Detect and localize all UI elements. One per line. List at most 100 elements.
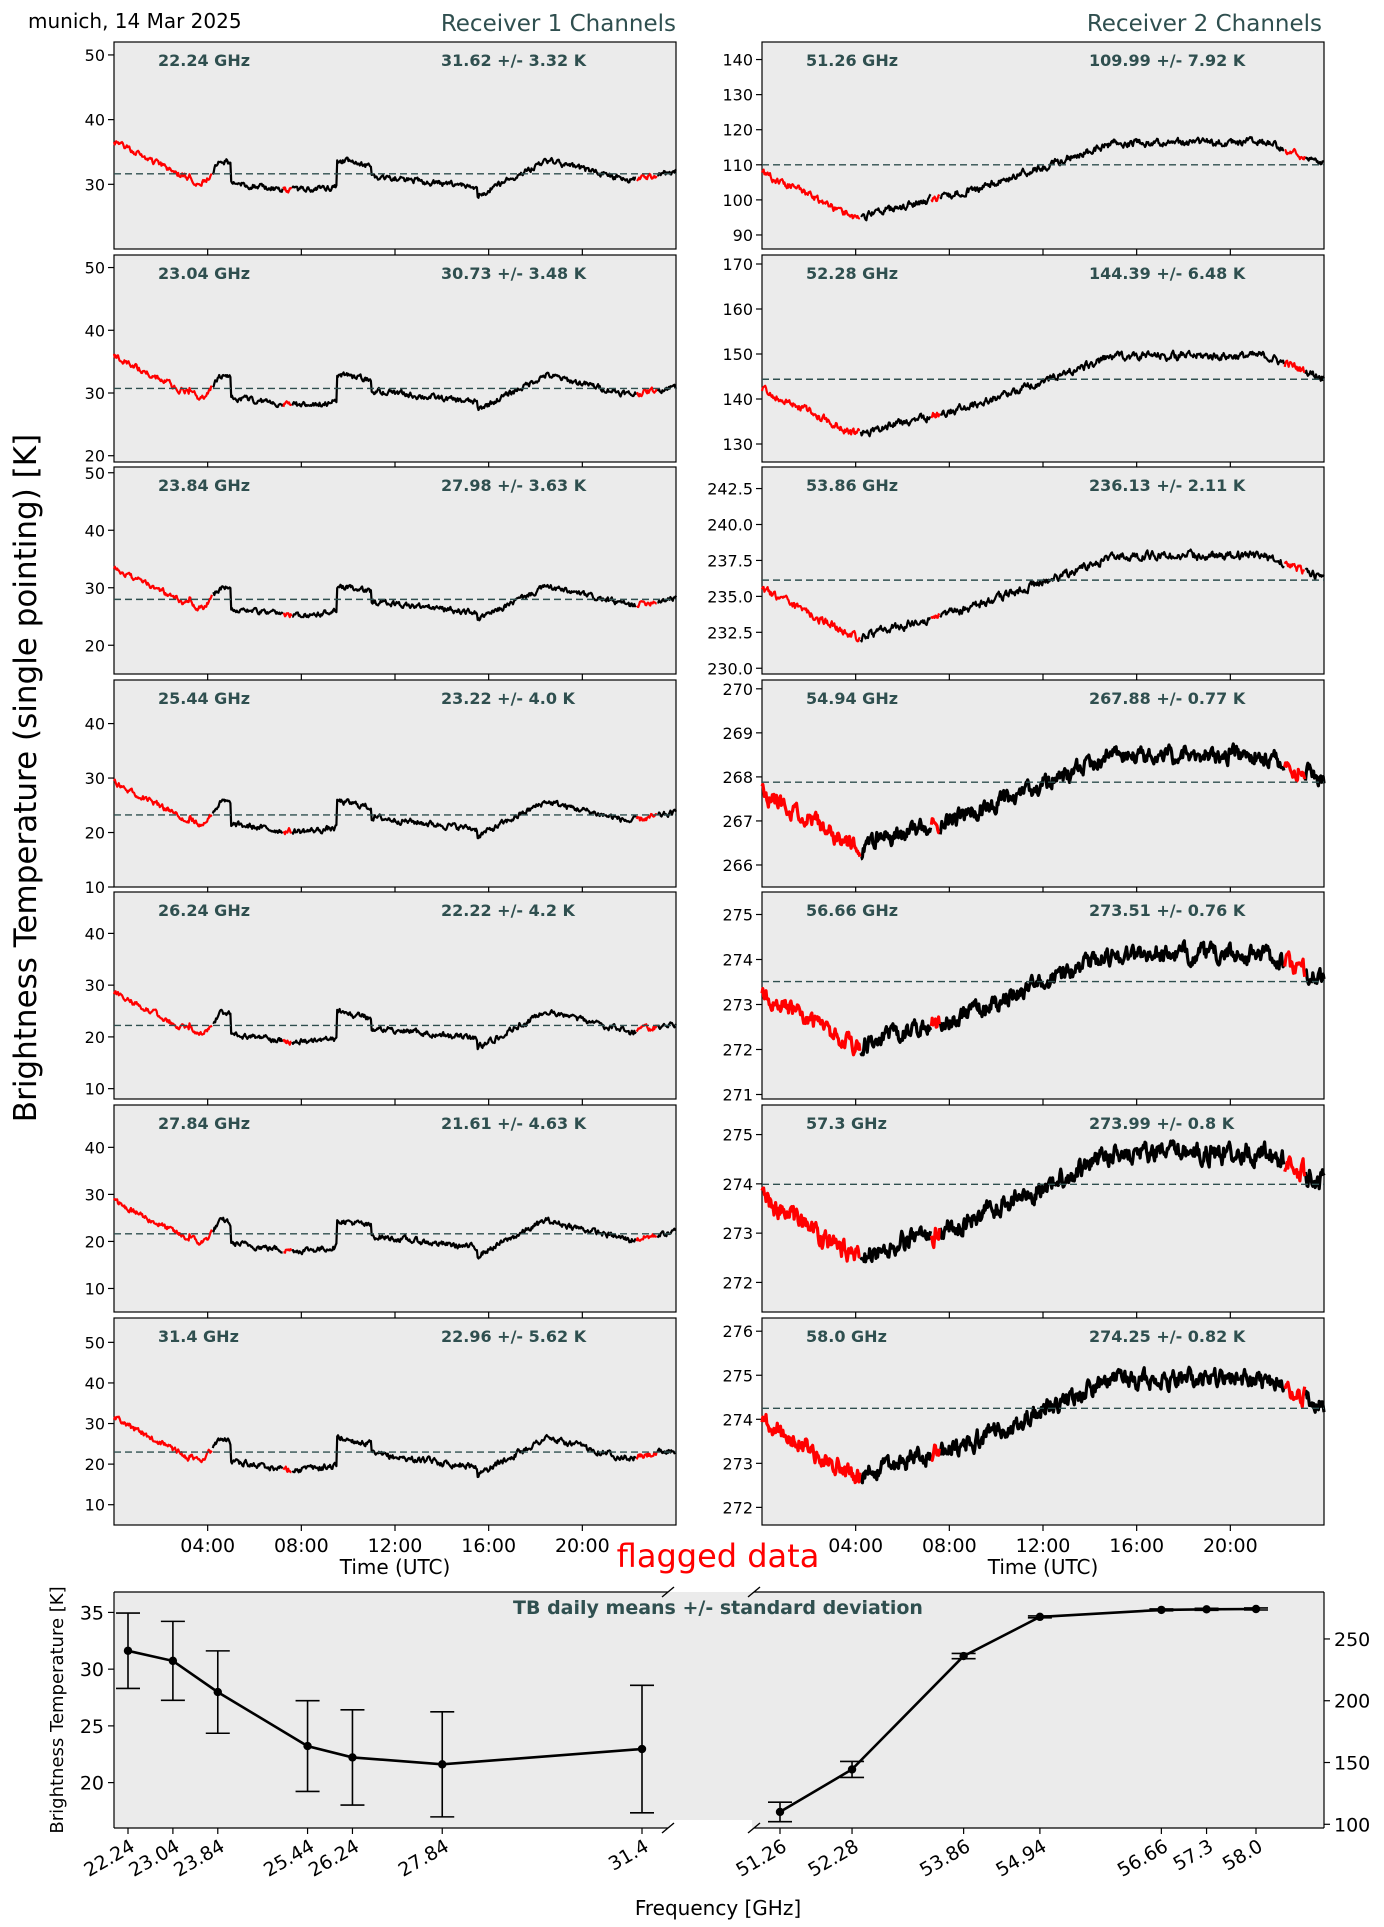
y-tick-label: 20 bbox=[85, 447, 105, 466]
flagged-trace-line bbox=[112, 1415, 658, 1474]
y-tick-label: 235.0 bbox=[707, 587, 753, 606]
y-tick-label: 275 bbox=[722, 1366, 753, 1385]
y-tick-label: 140 bbox=[722, 51, 753, 70]
trace-line bbox=[859, 349, 1325, 438]
summary-x-tick-label: 51.26 bbox=[732, 1835, 790, 1881]
y-tick-label: 20 bbox=[85, 1028, 105, 1047]
y-tick-label: 90 bbox=[733, 226, 753, 245]
mean-point bbox=[1251, 1604, 1261, 1614]
y-tick-label: 50 bbox=[85, 259, 105, 278]
flagged-trace-line bbox=[760, 147, 1306, 220]
channel-stats-label: 30.73 +/- 3.48 K bbox=[441, 264, 587, 283]
y-tick-label: 272 bbox=[722, 1041, 753, 1060]
x-axis-label: Time (UTC) bbox=[339, 1555, 451, 1579]
summary-y2-tick-label: 150 bbox=[1334, 1753, 1370, 1775]
y-tick-label: 270 bbox=[722, 680, 753, 699]
channel-frequency-label: 23.04 GHz bbox=[158, 264, 250, 283]
y-tick-label: 120 bbox=[722, 121, 753, 140]
channel-stats-label: 109.99 +/- 7.92 K bbox=[1089, 51, 1246, 70]
x-tick-label: 16:00 bbox=[1109, 1535, 1164, 1557]
mean-point bbox=[438, 1760, 447, 1769]
y-tick-label: 273 bbox=[722, 1454, 753, 1473]
summary-x-tick-label: 23.84 bbox=[170, 1835, 228, 1881]
flagged-data-label: flagged data bbox=[617, 1537, 820, 1575]
channel-stats-label: 273.51 +/- 0.76 K bbox=[1089, 901, 1246, 920]
mean-point bbox=[123, 1646, 133, 1655]
trace-line bbox=[212, 1007, 677, 1051]
summary-background bbox=[114, 1592, 1324, 1828]
flagged-trace-line bbox=[112, 565, 657, 619]
channel-frequency-label: 26.24 GHz bbox=[158, 901, 250, 920]
y-tick-label: 50 bbox=[85, 1333, 105, 1352]
receiver2-title: Receiver 2 Channels bbox=[1087, 11, 1322, 37]
panel-22.24-GHz: 30 40 50 22.24 GHz 31.62 +/- 3.32 K bbox=[85, 41, 677, 255]
x-tick-label: 12:00 bbox=[368, 1535, 423, 1557]
y-tick-label: 20 bbox=[85, 824, 105, 843]
trace-line bbox=[212, 583, 678, 622]
mean-point bbox=[1157, 1605, 1166, 1615]
summary-y-tick-label: 35 bbox=[80, 1602, 104, 1624]
panel-26.24-GHz: 10 20 30 40 26.24 GHz 22.22 +/- 4.2 K bbox=[85, 891, 677, 1105]
x-tick-label: 16:00 bbox=[461, 1535, 516, 1557]
channel-stats-label: 21.61 +/- 4.63 K bbox=[441, 1114, 587, 1133]
axis-break-mark bbox=[747, 1822, 761, 1834]
flagged-trace-line bbox=[760, 950, 1307, 1057]
x-tick-label: 12:00 bbox=[1016, 1535, 1071, 1557]
y-tick-label: 40 bbox=[85, 521, 105, 540]
panel-background bbox=[113, 1317, 677, 1526]
mean-point bbox=[213, 1687, 222, 1697]
y-tick-label: 275 bbox=[722, 906, 753, 925]
channel-stats-label: 27.98 +/- 3.63 K bbox=[441, 476, 587, 495]
channel-stats-label: 22.96 +/- 5.62 K bbox=[441, 1327, 587, 1346]
panel-57.3-GHz: 272 273 274 275 57.3 GHz 273.99 +/- 0.8 K bbox=[722, 1104, 1326, 1318]
y-tick-label: 269 bbox=[722, 724, 753, 743]
trace-line bbox=[860, 742, 1326, 861]
axis-break-gap bbox=[670, 1820, 752, 1834]
trace-line bbox=[859, 548, 1325, 643]
channel-frequency-label: 58.0 GHz bbox=[806, 1327, 887, 1346]
y-tick-label: 110 bbox=[722, 156, 753, 175]
channel-frequency-label: 57.3 GHz bbox=[806, 1114, 887, 1133]
y-tick-label: 130 bbox=[722, 435, 753, 454]
trace-line bbox=[860, 135, 1325, 222]
y-tick-label: 273 bbox=[722, 1224, 753, 1243]
panel-background bbox=[761, 466, 1325, 675]
shared-y-axis-label: Brightness Temperature (single pointing)… bbox=[8, 434, 44, 1122]
panel-background bbox=[113, 466, 677, 675]
y-tick-label: 20 bbox=[85, 636, 105, 655]
summary-y2-tick-label: 250 bbox=[1334, 1629, 1370, 1651]
x-tick-label: 08:00 bbox=[922, 1535, 977, 1557]
y-tick-label: 10 bbox=[85, 1279, 105, 1298]
y-tick-label: 30 bbox=[85, 769, 105, 788]
y-tick-label: 160 bbox=[722, 300, 753, 319]
panel-background bbox=[761, 1317, 1325, 1526]
axis-break-mark bbox=[661, 1586, 675, 1598]
y-tick-label: 275 bbox=[722, 1126, 753, 1145]
channel-frequency-label: 56.66 GHz bbox=[806, 901, 898, 920]
panel-58.0-GHz: 272 273 274 275 276 04:00 08:00 12:00 16:00 20:00… bbox=[722, 1317, 1326, 1579]
location-date-label: munich, 14 Mar 2025 bbox=[28, 9, 242, 33]
channel-stats-label: 274.25 +/- 0.82 K bbox=[1089, 1327, 1246, 1346]
y-tick-label: 40 bbox=[85, 111, 105, 130]
y-tick-label: 242.5 bbox=[707, 480, 753, 499]
y-tick-label: 30 bbox=[85, 175, 105, 194]
flagged-trace-line bbox=[760, 761, 1307, 858]
mean-point bbox=[775, 1807, 785, 1817]
x-tick-label: 20:00 bbox=[555, 1535, 610, 1557]
panel-56.66-GHz: 271 272 273 274 275 56.66 GHz 273.51 +/- 0.76 … bbox=[722, 891, 1326, 1105]
channel-frequency-label: 23.84 GHz bbox=[158, 476, 250, 495]
panel-background bbox=[113, 679, 677, 888]
channel-stats-label: 22.22 +/- 4.2 K bbox=[441, 901, 576, 920]
axis-break-mark bbox=[747, 1586, 761, 1598]
panel-background bbox=[113, 1104, 677, 1313]
mean-point bbox=[1202, 1605, 1211, 1614]
summary-x-tick-label: 26.24 bbox=[305, 1835, 363, 1881]
summary-x-tick-label: 52.28 bbox=[804, 1835, 862, 1881]
axis-break-mark bbox=[661, 1822, 675, 1834]
panel-23.84-GHz: 20 30 40 50 23.84 GHz 27.98 +/- 3.63 K bbox=[85, 464, 678, 680]
y-tick-label: 40 bbox=[85, 715, 105, 734]
channel-frequency-label: 25.44 GHz bbox=[158, 689, 250, 708]
panel-background bbox=[113, 41, 677, 250]
y-tick-label: 30 bbox=[85, 384, 105, 403]
y-tick-label: 30 bbox=[85, 579, 105, 598]
